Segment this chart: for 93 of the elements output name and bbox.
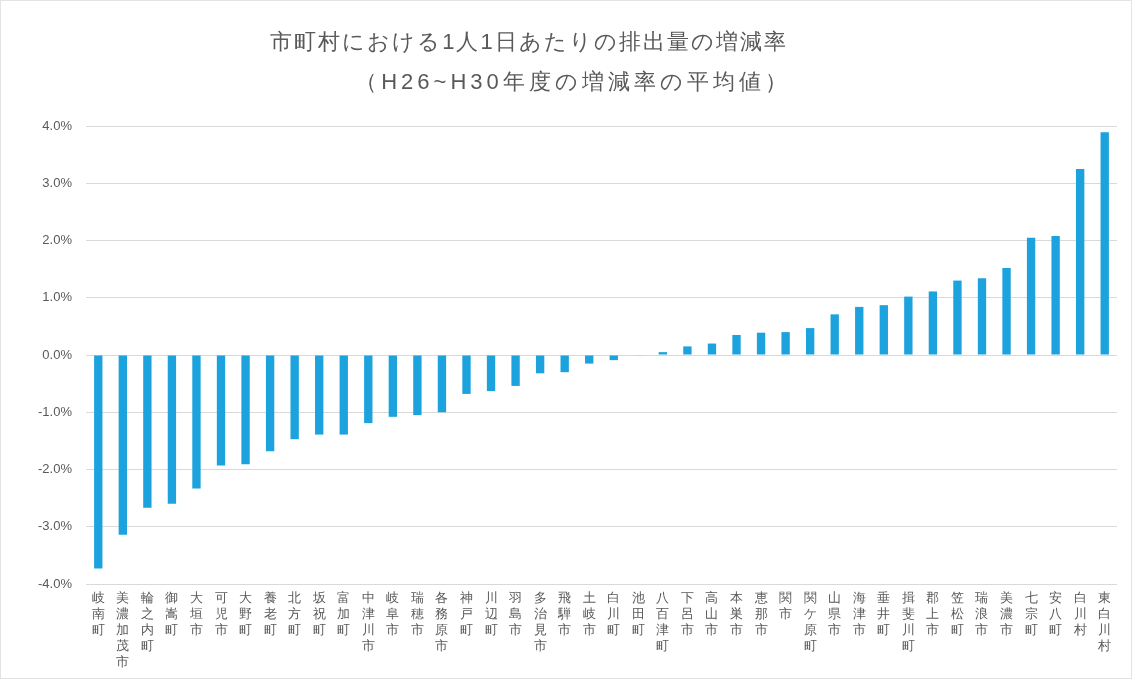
x-tick-label: 大野町 [238, 590, 253, 638]
bar [732, 334, 741, 355]
y-tick-label: -1.0% [38, 403, 73, 419]
x-tick-label: 郡上市 [925, 590, 940, 638]
x-tick-label: 下呂市 [680, 590, 695, 638]
bar [977, 278, 987, 355]
x-tick-label: 富加町 [336, 590, 351, 638]
bar [486, 355, 496, 392]
x-tick-label: 東白川村 [1097, 590, 1112, 654]
bar [707, 343, 717, 355]
y-tick-label: 2.0% [42, 232, 73, 248]
bar [94, 355, 103, 569]
x-tick-label: 土岐市 [582, 590, 597, 638]
x-tick-label: 七宗町 [1024, 590, 1039, 638]
x-tick-label: 神戸町 [459, 590, 474, 638]
bar [241, 355, 250, 465]
x-tick-label: 羽島市 [508, 590, 523, 638]
bar [781, 332, 790, 355]
x-tick-label: 瑞浪市 [974, 590, 989, 638]
bar [388, 355, 398, 417]
bar [1100, 132, 1109, 355]
x-tick-label: 高山市 [704, 590, 719, 638]
x-tick-label: 白川村 [1073, 590, 1088, 638]
bar [683, 346, 692, 355]
bar [118, 355, 127, 535]
x-tick-label: 関市 [778, 590, 793, 622]
x-tick-label: 輪之内町 [140, 590, 155, 654]
x-tick-label: 笠松町 [950, 590, 965, 638]
x-tick-label: 大垣市 [189, 590, 204, 638]
bar [830, 314, 839, 355]
bar [560, 355, 569, 373]
chart-subtitle: （H26~H30年度の増減率の平均値） [354, 69, 792, 96]
bar [585, 355, 594, 364]
x-tick-label: 北方町 [287, 590, 302, 638]
bar [315, 355, 324, 435]
x-tick-label: 岐南町 [91, 590, 106, 638]
x-tick-label: 揖斐川町 [901, 590, 916, 654]
x-tick-label: 海津市 [852, 590, 867, 638]
x-tick-label: 安八町 [1048, 590, 1063, 638]
chart-title: 市町村における1人1日あたりの排出量の増減率 [269, 29, 789, 56]
x-tick-label: 白川町 [606, 590, 621, 638]
y-tick-label: -4.0% [38, 575, 73, 591]
bar [364, 355, 373, 424]
x-tick-label: 飛騨市 [557, 590, 572, 638]
bar [1002, 267, 1011, 355]
bar [879, 305, 888, 355]
bar [1076, 168, 1085, 355]
bar [143, 355, 152, 508]
bar [265, 355, 275, 452]
bar [1051, 235, 1060, 355]
bar [437, 355, 447, 413]
x-tick-label: 坂祝町 [312, 590, 327, 638]
bar [192, 355, 201, 489]
x-tick-label: 八百津町 [655, 590, 670, 654]
bar [413, 355, 422, 416]
bar [953, 280, 962, 355]
bar [290, 355, 299, 440]
x-tick-label: 垂井町 [876, 590, 891, 638]
x-tick-label: 養老町 [263, 590, 278, 638]
bar [756, 332, 766, 355]
x-tick-label: 山県市 [827, 590, 842, 638]
x-tick-label: 美濃加茂市 [115, 590, 130, 670]
y-tick-label: -2.0% [38, 461, 73, 477]
bar [535, 355, 545, 374]
x-tick-label: 御嵩町 [164, 590, 179, 638]
bar [904, 296, 913, 355]
x-tick-label: 可児市 [214, 590, 228, 638]
x-tick-label: 本巣市 [729, 590, 744, 638]
bar [216, 355, 226, 466]
x-tick-label: 川辺町 [484, 590, 499, 638]
x-tick-label: 多治見市 [533, 590, 548, 654]
x-tick-label: 中津川市 [361, 590, 376, 654]
bar [658, 352, 668, 355]
x-tick-label: 関ケ原町 [803, 590, 818, 654]
y-tick-label: 0.0% [42, 346, 73, 362]
bar [928, 291, 938, 355]
x-tick-label: 美濃市 [999, 590, 1014, 638]
bar [805, 328, 815, 355]
bar [339, 355, 348, 435]
bar [1026, 237, 1036, 355]
x-tick-label: 池田町 [631, 590, 646, 638]
bar [855, 306, 864, 355]
y-tick-label: 3.0% [42, 174, 73, 190]
x-tick-label: 各務原市 [434, 590, 449, 654]
bar [167, 355, 177, 504]
y-tick-label: 4.0% [42, 117, 73, 133]
x-tick-label: 岐阜市 [385, 590, 400, 638]
y-tick-label: -3.0% [38, 518, 73, 534]
bar [462, 355, 471, 394]
y-tick-label: 1.0% [42, 289, 73, 305]
bar [511, 355, 520, 386]
x-tick-label: 恵那市 [754, 590, 769, 638]
x-tick-label: 瑞穂市 [410, 590, 425, 638]
